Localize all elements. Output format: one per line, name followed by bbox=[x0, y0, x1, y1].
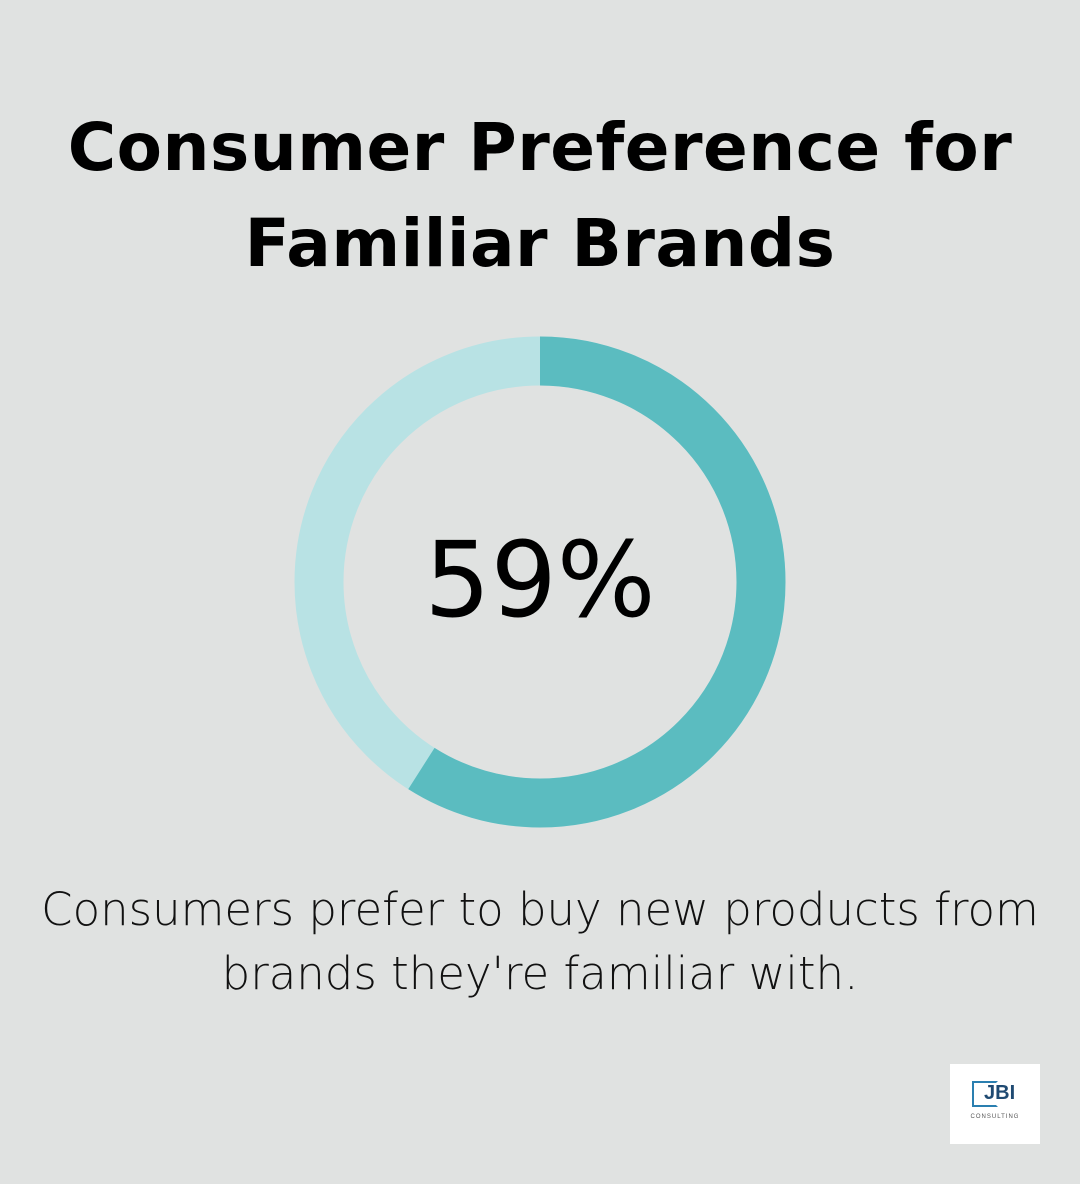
center-percentage: 59% bbox=[424, 519, 656, 641]
description-line-1: Consumers prefer to buy new products fro… bbox=[41, 883, 1039, 936]
logo-square-icon bbox=[972, 1081, 998, 1107]
page-title: Consumer Preference for Familiar Brands bbox=[0, 100, 1080, 292]
jbi-consulting-logo: JBI CONSULTING bbox=[950, 1064, 1040, 1144]
logo-text: JBI bbox=[984, 1082, 1016, 1104]
donut-chart bbox=[294, 336, 786, 828]
title-line-2: Familiar Brands bbox=[244, 205, 836, 282]
logo-subtext: CONSULTING bbox=[970, 1114, 1020, 1120]
title-line-1: Consumer Preference for bbox=[67, 109, 1013, 186]
description-line-2: brands they're familiar with. bbox=[221, 947, 859, 1000]
donut-value-arc bbox=[294, 336, 786, 828]
description: Consumers prefer to buy new products fro… bbox=[0, 878, 1080, 1006]
